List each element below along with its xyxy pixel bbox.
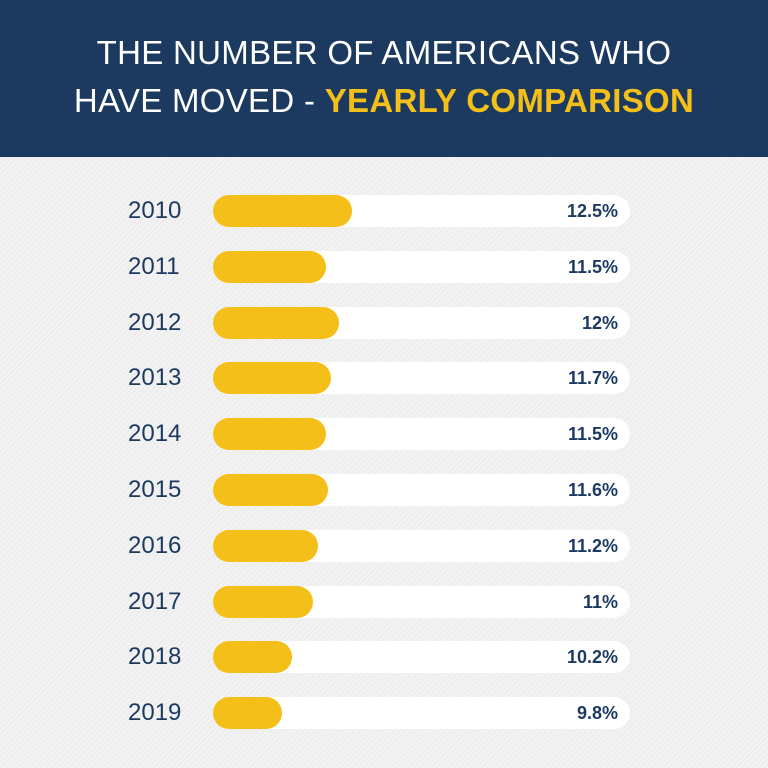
category-label: 2019 (128, 699, 182, 727)
bar-track: 11.5% (213, 250, 630, 283)
title-highlight: YEARLY COMPARISON (324, 82, 695, 119)
bar (213, 697, 282, 730)
category-label: 2013 (128, 364, 182, 392)
bar (213, 306, 339, 339)
category-label: 2017 (128, 587, 182, 615)
category-label: 2016 (128, 531, 182, 559)
bar-row: 2013 11.7% (0, 362, 768, 395)
bar-row: 2018 10.2% (0, 641, 768, 674)
bar-track: 11.5% (213, 418, 630, 451)
category-label: 2011 (128, 252, 180, 280)
bar (213, 585, 313, 618)
bar-track: 12.5% (213, 195, 630, 227)
data-label: 11.6% (567, 480, 618, 500)
bar (213, 195, 352, 227)
bar (213, 474, 329, 506)
bar (213, 418, 326, 451)
data-label: 12% (581, 312, 618, 333)
bar-track: 10.2% (213, 641, 630, 674)
header: THE NUMBER OF AMERICANS WHO HAVE MOVED -… (0, 0, 768, 157)
data-label: 11.5% (567, 424, 618, 445)
data-label: 11.2% (567, 535, 618, 556)
bar-track: 11.7% (213, 362, 630, 395)
title-line-1: THE NUMBER OF AMERICANS WHO (96, 34, 672, 71)
bar (213, 641, 292, 674)
category-label: 2015 (128, 476, 182, 503)
category-label: 2010 (128, 197, 182, 224)
bar-row: 2011 11.5% (0, 250, 768, 283)
bar-row: 2019 9.8% (0, 697, 768, 730)
data-label: 11.5% (567, 256, 618, 277)
data-label: 11.7% (567, 368, 618, 389)
data-label: 12.5% (566, 201, 618, 221)
bar (213, 529, 318, 562)
data-label: 9.8% (576, 703, 618, 724)
data-label: 11% (582, 591, 618, 612)
bar-row: 2014 11.5% (0, 418, 768, 451)
bar-row: 2016 11.2% (0, 529, 768, 562)
category-label: 2018 (128, 643, 182, 671)
category-label: 2014 (128, 420, 182, 448)
bar-row: 2015 11.6% (0, 474, 768, 506)
bar-row: 2017 11% (0, 585, 768, 618)
bar-track: 11.6% (213, 474, 630, 506)
data-label: 10.2% (566, 647, 618, 668)
bar (213, 362, 331, 395)
title-plain: HAVE MOVED - (73, 82, 325, 119)
bar (213, 250, 326, 283)
bar-track: 11.2% (213, 529, 630, 562)
title-line-2: HAVE MOVED - YEARLY COMPARISON (0, 82, 768, 120)
bar-row: 2010 12.5% (0, 195, 768, 227)
bar-track: 9.8% (213, 697, 630, 730)
bar-track: 12% (213, 306, 630, 339)
category-label: 2012 (128, 308, 182, 336)
bar-track: 11% (213, 585, 630, 618)
bar-row: 2012 12% (0, 306, 768, 339)
